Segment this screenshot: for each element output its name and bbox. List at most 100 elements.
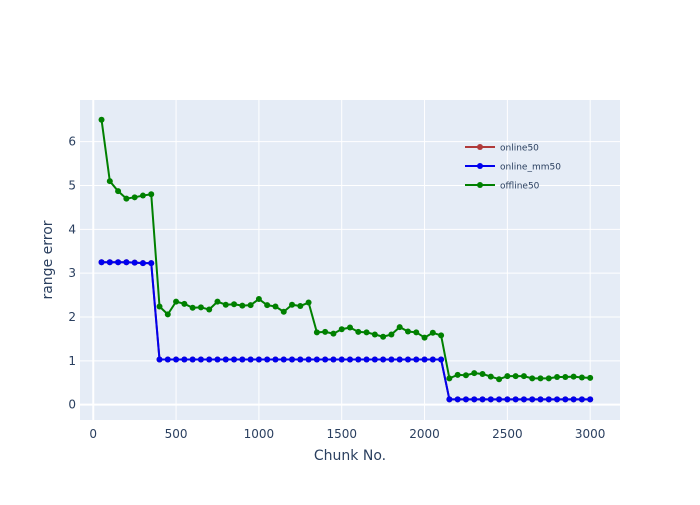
data-point <box>231 356 238 363</box>
data-point <box>512 373 519 380</box>
legend-item-online-mm50[interactable]: online_mm50 <box>465 163 561 173</box>
data-point <box>363 356 370 363</box>
data-point <box>520 396 527 403</box>
data-point <box>371 356 378 363</box>
data-point <box>562 396 569 403</box>
data-point <box>380 333 387 340</box>
y-tick-label: 4 <box>68 222 76 236</box>
data-point <box>280 308 287 315</box>
y-tick-label: 0 <box>68 398 76 412</box>
data-point <box>545 396 552 403</box>
data-point <box>305 356 312 363</box>
data-point <box>504 396 511 403</box>
data-point <box>264 356 271 363</box>
data-point <box>554 396 561 403</box>
data-point <box>106 178 113 185</box>
data-point <box>98 116 105 123</box>
data-point <box>106 259 113 266</box>
data-point <box>554 374 561 381</box>
data-point <box>297 303 304 310</box>
data-point <box>512 396 519 403</box>
data-point <box>313 356 320 363</box>
data-point <box>529 396 536 403</box>
legend-swatch-marker <box>477 182 483 188</box>
y-tick-label: 5 <box>68 178 76 192</box>
data-point <box>239 356 246 363</box>
data-point <box>462 396 469 403</box>
tick-labels: 0 500 1000 1500 2000 2500 3000 0 1 2 3 4 5 6 <box>68 135 605 441</box>
data-point <box>222 301 229 308</box>
data-point <box>347 324 353 331</box>
data-point <box>413 356 420 363</box>
data-point <box>131 259 138 266</box>
data-point <box>429 329 436 336</box>
data-point <box>454 396 461 403</box>
data-point <box>388 331 395 338</box>
data-point <box>247 302 254 309</box>
data-point <box>413 329 420 336</box>
data-point <box>471 396 478 403</box>
data-point <box>164 311 171 318</box>
data-point <box>462 372 469 379</box>
data-point <box>322 328 329 335</box>
data-point <box>496 396 503 403</box>
data-point <box>380 356 387 363</box>
data-point <box>578 374 585 381</box>
data-point <box>206 306 213 313</box>
data-point <box>438 332 445 339</box>
data-point <box>396 324 403 331</box>
data-point <box>139 192 146 199</box>
y-tick-label: 1 <box>68 354 76 368</box>
legend-item-offline50[interactable]: offline50 <box>465 182 540 192</box>
data-point <box>446 375 453 382</box>
data-point <box>487 373 494 380</box>
legend[interactable]: online50 online_mm50 offline50 <box>465 144 561 192</box>
x-tick-label: 2500 <box>492 427 523 441</box>
data-point <box>388 356 395 363</box>
data-point <box>330 330 337 337</box>
data-point <box>438 356 445 363</box>
y-axis-title: range error <box>40 220 56 299</box>
data-point <box>164 356 171 363</box>
data-point <box>371 331 378 338</box>
data-point <box>587 374 594 381</box>
data-point <box>181 356 188 363</box>
data-point <box>421 334 428 341</box>
data-point <box>471 370 478 377</box>
data-point <box>272 356 279 363</box>
data-point <box>545 375 552 382</box>
data-point <box>239 302 246 309</box>
data-point <box>322 356 329 363</box>
data-point <box>496 376 503 383</box>
legend-swatch-marker <box>477 144 483 150</box>
y-tick-label: 6 <box>68 135 76 149</box>
data-point <box>578 396 585 403</box>
data-point <box>338 356 345 363</box>
data-point <box>355 356 362 363</box>
data-point <box>454 371 461 378</box>
data-point <box>156 356 163 363</box>
data-point <box>222 356 229 363</box>
x-tick-label: 2000 <box>409 427 440 441</box>
legend-label: online50 <box>500 144 539 154</box>
data-point <box>131 194 138 201</box>
legend-item-online50[interactable]: online50 <box>465 144 539 154</box>
data-point <box>247 356 254 363</box>
data-point <box>504 373 511 380</box>
data-point <box>363 329 370 336</box>
legend-label: offline50 <box>500 182 540 192</box>
data-point <box>197 304 204 311</box>
data-point <box>255 296 262 303</box>
data-point <box>338 326 345 333</box>
data-point <box>255 356 262 363</box>
data-point <box>123 259 130 266</box>
data-point <box>214 298 221 305</box>
data-point <box>404 356 411 363</box>
data-point <box>487 396 494 403</box>
data-point <box>305 299 312 306</box>
data-point <box>421 356 428 363</box>
data-point <box>396 356 403 363</box>
data-point <box>214 356 221 363</box>
data-point <box>264 302 271 309</box>
data-point <box>446 396 453 403</box>
